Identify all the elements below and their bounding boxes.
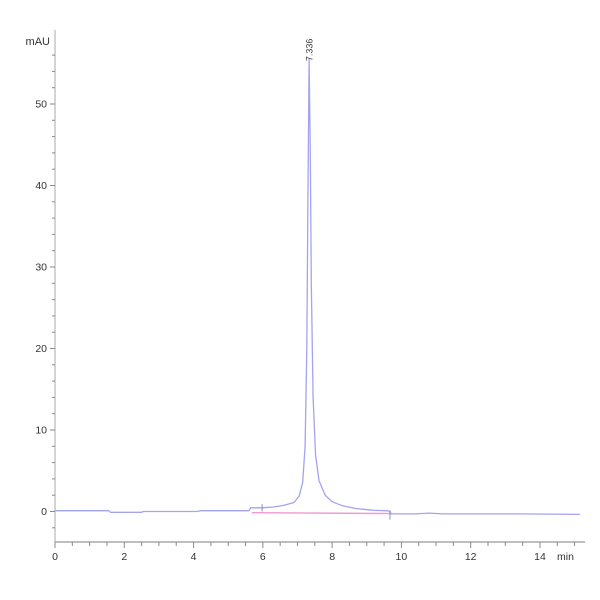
x-tick-label: 0 [52, 551, 58, 563]
y-tick-label: 50 [35, 99, 47, 111]
signal-trace [55, 58, 580, 516]
x-tick-label: 8 [329, 551, 335, 563]
y-axis-unit-label: mAU [26, 36, 51, 48]
x-tick-label: 14 [534, 551, 546, 563]
y-tick-label: 30 [35, 262, 47, 274]
x-tick-label: 10 [396, 551, 408, 563]
x-tick-label: 4 [191, 551, 197, 563]
y-tick-label: 10 [35, 425, 47, 437]
y-tick-label: 0 [41, 506, 47, 518]
x-tick-label: 6 [260, 551, 266, 563]
x-axis-unit-label: min [557, 551, 574, 563]
y-tick-label: 20 [35, 343, 47, 355]
peak-retention-time-label: 7.336 [305, 39, 315, 62]
integration-baseline [251, 512, 390, 515]
x-tick-label: 2 [121, 551, 127, 563]
y-tick-label: 40 [35, 180, 47, 192]
x-tick-label: 12 [465, 551, 477, 563]
